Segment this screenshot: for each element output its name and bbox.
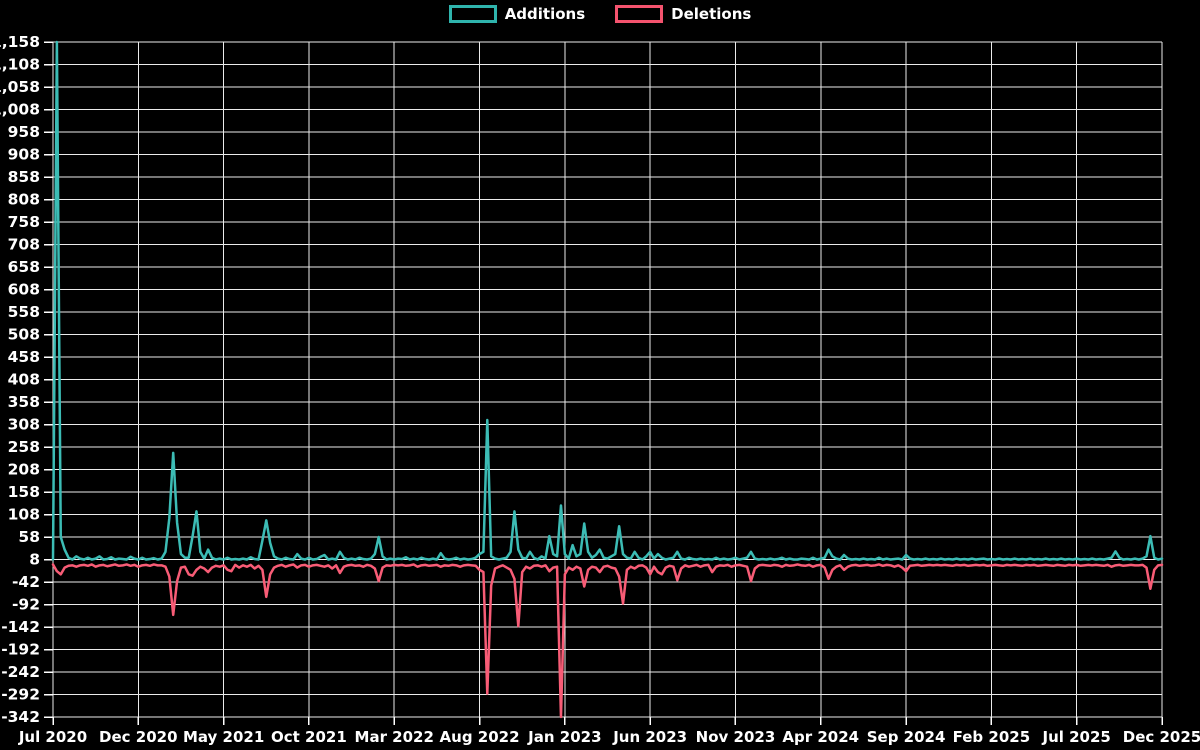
legend-item-deletions[interactable]: Deletions <box>615 5 751 23</box>
x-tick-label: Oct 2021 <box>271 728 347 746</box>
y-tick-label: -92 <box>12 596 40 614</box>
y-tick-label: 758 <box>8 213 40 231</box>
legend-label-deletions: Deletions <box>671 4 752 23</box>
tick-marks <box>44 41 1163 725</box>
y-tick-label: 558 <box>8 303 40 321</box>
deletions-line <box>51 563 1164 719</box>
y-tick-label: -342 <box>1 708 40 726</box>
x-tick-label: Feb 2025 <box>953 728 1031 746</box>
gridlines <box>52 41 1163 718</box>
y-tick-label: 608 <box>8 281 40 299</box>
y-tick-label: 258 <box>8 438 40 456</box>
y-tick-label: 808 <box>8 191 40 209</box>
additions-line <box>51 40 1164 561</box>
x-tick-label: Jul 2020 <box>18 728 87 746</box>
y-tick-label: 208 <box>8 461 40 479</box>
y-tick-label: 8 <box>29 551 40 569</box>
y-tick-label: 408 <box>8 371 40 389</box>
legend-label-additions: Additions <box>504 4 586 23</box>
y-tick-label: 58 <box>18 528 40 546</box>
y-axis-labels: 1,1581,1081,0581,00895890885880875870865… <box>0 33 40 726</box>
y-tick-label: 358 <box>8 393 40 411</box>
y-tick-label: 108 <box>8 506 40 524</box>
y-tick-label: -42 <box>12 573 40 591</box>
deletions-swatch-icon <box>615 5 664 23</box>
y-tick-label: -242 <box>1 663 40 681</box>
x-axis-labels: Jul 2020 Dec 2020 May 2021 Oct 2021 Mar 2022… <box>18 728 1200 746</box>
y-tick-label: 958 <box>8 123 40 141</box>
y-tick-label: 1,008 <box>0 101 40 119</box>
x-tick-label: Jul 2025 <box>1042 728 1111 746</box>
x-tick-label: Mar 2022 <box>355 728 434 746</box>
y-tick-label: 458 <box>8 348 40 366</box>
chart-legend: Additions Deletions <box>0 5 1200 23</box>
x-tick-label: Aug 2022 <box>440 728 520 746</box>
y-tick-label: 658 <box>8 258 40 276</box>
x-tick-label: Jan 2023 <box>527 728 601 746</box>
y-tick-label: 908 <box>8 146 40 164</box>
y-tick-label: 1,108 <box>0 56 40 74</box>
y-tick-label: 858 <box>8 168 40 186</box>
y-tick-label: 158 <box>8 483 40 501</box>
x-tick-label: Sep 2024 <box>867 728 946 746</box>
x-tick-label: Apr 2024 <box>782 728 859 746</box>
y-tick-label: 1,158 <box>0 33 40 51</box>
y-tick-label: -192 <box>1 641 40 659</box>
y-tick-label: 1,058 <box>0 78 40 96</box>
x-tick-label: Nov 2023 <box>696 728 776 746</box>
x-tick-label: May 2021 <box>183 728 264 746</box>
y-tick-label: -142 <box>1 618 40 636</box>
x-tick-label: Dec 2025 <box>1123 728 1200 746</box>
y-tick-label: -292 <box>1 686 40 704</box>
x-tick-label: Dec 2020 <box>99 728 178 746</box>
y-tick-label: 508 <box>8 326 40 344</box>
additions-swatch-icon <box>448 5 497 23</box>
x-tick-label: Jun 2023 <box>612 728 687 746</box>
y-tick-label: 308 <box>8 416 40 434</box>
legend-item-additions[interactable]: Additions <box>448 4 586 23</box>
y-tick-label: 708 <box>8 236 40 254</box>
